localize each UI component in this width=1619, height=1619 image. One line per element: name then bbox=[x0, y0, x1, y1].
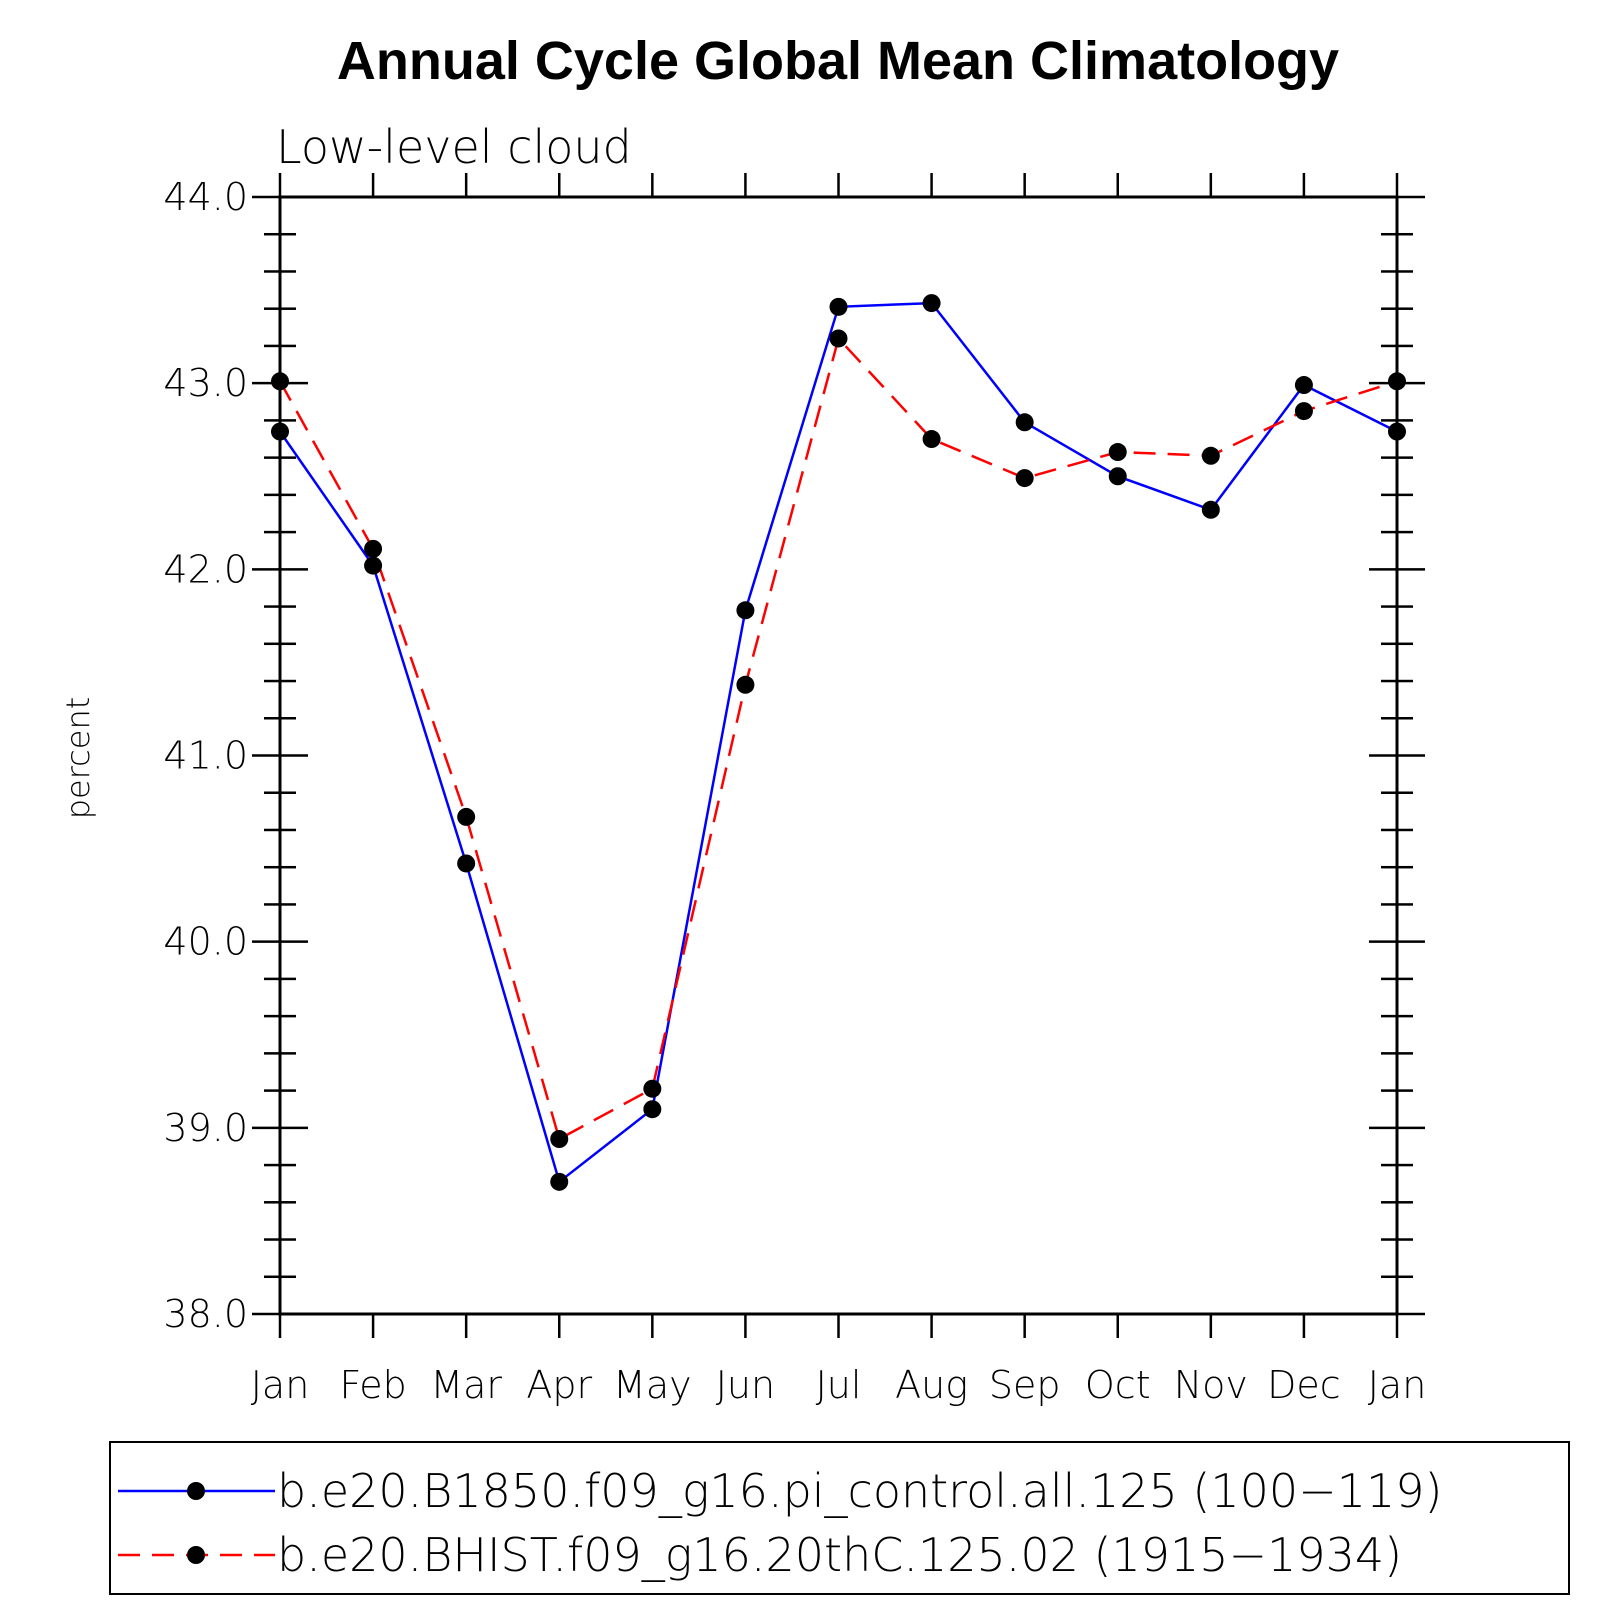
data-point bbox=[1294, 376, 1313, 395]
axis-ticks bbox=[252, 173, 1425, 1338]
series-line bbox=[278, 335, 1398, 1141]
data-point bbox=[736, 601, 755, 620]
y-tick-label: 40.0 bbox=[163, 920, 248, 964]
x-tick-label: Mar bbox=[430, 1363, 502, 1407]
x-tick-label: Jan bbox=[1368, 1363, 1427, 1407]
series-2-markers bbox=[271, 329, 1406, 1149]
data-point bbox=[457, 854, 476, 873]
data-point bbox=[829, 329, 848, 348]
legend: b.e20.B1850.f09_g16.pi_control.all.125 (… bbox=[118, 1464, 1442, 1582]
data-point bbox=[550, 1130, 569, 1149]
y-tick-label: 39.0 bbox=[163, 1106, 248, 1150]
chart-subtitle: Low-level cloud bbox=[276, 120, 632, 174]
x-tick-label: Nov bbox=[1174, 1363, 1248, 1407]
y-tick-label: 44.0 bbox=[163, 175, 248, 219]
legend-label: b.e20.B1850.f09_g16.pi_control.all.125 (… bbox=[277, 1464, 1442, 1518]
series-1 bbox=[278, 301, 1398, 1184]
data-point bbox=[736, 675, 755, 694]
data-point bbox=[1388, 372, 1406, 391]
data-point bbox=[364, 539, 383, 558]
series-2 bbox=[278, 335, 1398, 1141]
x-tick-label: Jul bbox=[816, 1363, 862, 1407]
data-point bbox=[1388, 422, 1406, 441]
data-point bbox=[643, 1100, 662, 1119]
series-line bbox=[278, 301, 1398, 1184]
x-tick-label: Aug bbox=[895, 1363, 968, 1407]
data-point bbox=[1201, 500, 1220, 519]
data-point bbox=[829, 297, 848, 316]
data-point bbox=[1015, 413, 1034, 432]
y-tick-label: 42.0 bbox=[163, 547, 248, 591]
data-point bbox=[271, 422, 289, 441]
data-point bbox=[1108, 467, 1127, 486]
x-tick-label: Dec bbox=[1267, 1363, 1341, 1407]
data-point bbox=[1201, 446, 1220, 465]
y-axis-label: percent bbox=[59, 697, 97, 820]
plot-frame bbox=[278, 195, 1399, 1316]
x-tick-label: Feb bbox=[339, 1363, 406, 1407]
series-layer bbox=[271, 294, 1406, 1191]
legend-label: b.e20.BHIST.f09_g16.20thC.125.02 (1915−1… bbox=[277, 1528, 1402, 1582]
x-tick-label: Jun bbox=[716, 1363, 775, 1407]
legend-marker bbox=[187, 1482, 205, 1500]
data-point bbox=[1015, 469, 1034, 488]
x-tick-labels: Jan Feb Mar Apr May Jun Jul Aug Sep Oct Nov Dec Jan bbox=[251, 1363, 1427, 1407]
y-tick-labels: 38.0 39.0 40.0 41.0 42.0 43.0 44.0 bbox=[163, 175, 248, 1336]
data-point bbox=[550, 1172, 569, 1191]
data-point bbox=[271, 372, 289, 391]
x-tick-label: Sep bbox=[989, 1363, 1061, 1407]
y-tick-label: 41.0 bbox=[163, 734, 248, 778]
x-tick-label: Oct bbox=[1085, 1363, 1151, 1407]
data-point bbox=[922, 430, 941, 449]
y-tick-label: 43.0 bbox=[163, 361, 248, 405]
x-tick-label: May bbox=[613, 1363, 692, 1407]
data-point bbox=[643, 1079, 662, 1098]
x-tick-label: Jan bbox=[251, 1363, 310, 1407]
y-tick-label: 38.0 bbox=[163, 1292, 248, 1336]
data-point bbox=[457, 807, 476, 826]
x-tick-label: Apr bbox=[526, 1363, 592, 1407]
data-point bbox=[922, 294, 941, 313]
data-point bbox=[1108, 443, 1127, 462]
series-1-markers bbox=[271, 294, 1406, 1191]
data-point bbox=[1294, 402, 1313, 421]
chart-title: Annual Cycle Global Mean Climatology bbox=[337, 31, 1339, 91]
legend-box bbox=[109, 1441, 1570, 1595]
legend-marker bbox=[187, 1546, 205, 1564]
data-point bbox=[364, 556, 383, 575]
